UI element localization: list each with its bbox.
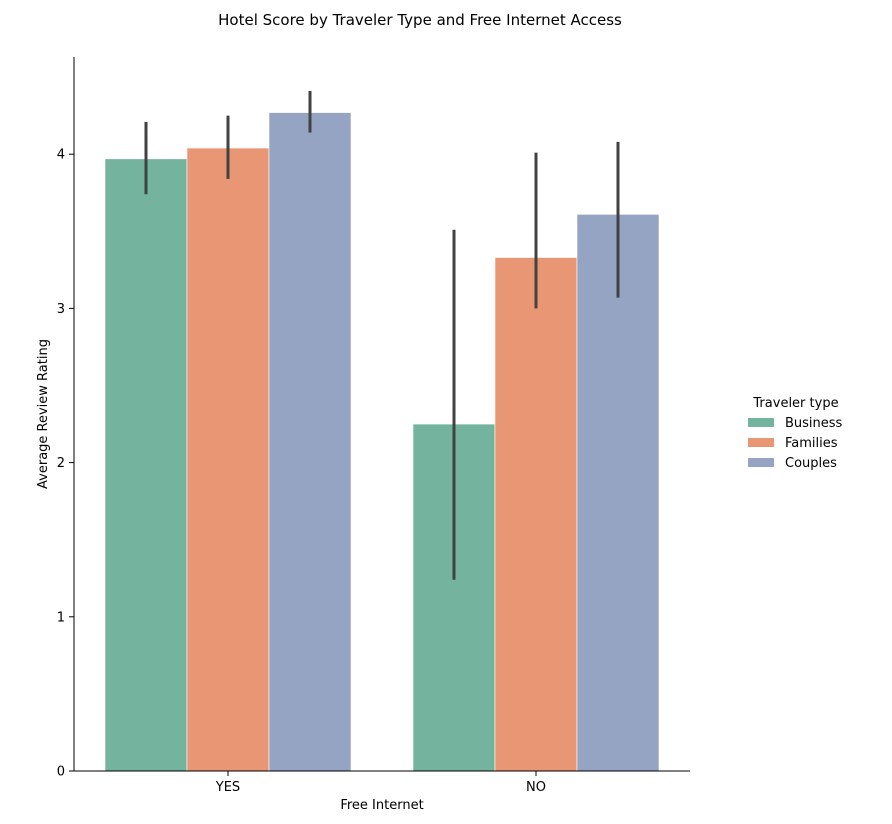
bar-couples-no [576,214,660,772]
x-axis-label: Free Internet [340,798,423,813]
y-tick-label: 1 [57,610,65,625]
y-axis-label: Average Review Rating [36,339,51,489]
legend-label-families: Families [785,436,838,451]
y-tick-label: 0 [57,765,65,780]
x-tick-label: NO [526,780,546,795]
chart-title: Hotel Score by Traveler Type and Free In… [218,11,622,29]
legend-swatch-business [748,418,774,427]
legend: Traveler type Business Families Couples [748,396,843,471]
bar-couples-yes [268,112,352,772]
y-ticks-group: 0 1 2 3 4 [57,148,74,780]
x-tick-label: YES [215,780,240,795]
legend-label-couples: Couples [785,456,837,471]
error-bars-group [144,90,620,580]
y-tick-label: 3 [57,302,65,317]
legend-swatch-families [748,438,774,447]
bar-families-yes [186,147,270,772]
bars-group [104,112,660,772]
x-ticks-group: YES NO [215,771,546,795]
legend-title: Traveler type [752,396,838,411]
y-tick-label: 4 [57,148,65,163]
legend-swatch-couples [748,458,774,467]
legend-label-business: Business [785,416,843,431]
bar-families-no [494,257,578,772]
y-tick-label: 2 [57,456,65,471]
bar-business-yes [104,158,188,772]
